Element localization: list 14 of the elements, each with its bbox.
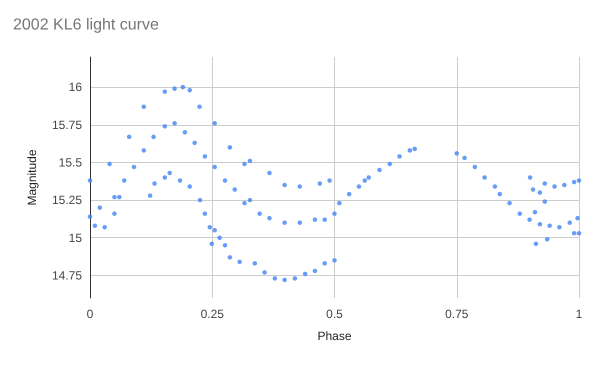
y-tick-label: 15 [68, 230, 82, 245]
y-tick-label: 14.75 [52, 268, 82, 282]
x-tick-label: 0.5 [326, 307, 344, 321]
x-tick-label: 0.25 [200, 307, 224, 321]
y-tick-label: 15.25 [52, 193, 82, 208]
chart-title: 2002 KL6 light curve [13, 16, 159, 34]
y-tick-label: 15.75 [52, 118, 82, 132]
x-tick-label: 0 [86, 307, 94, 321]
x-axis-title: Phase [317, 329, 352, 343]
y-tick-label: 16 [68, 80, 82, 94]
y-axis-title: Magnitude [25, 149, 39, 206]
x-tick-label: 1 [576, 307, 583, 321]
y-tick-label: 15.5 [58, 155, 82, 170]
x-tick-label: 0.75 [445, 307, 469, 321]
